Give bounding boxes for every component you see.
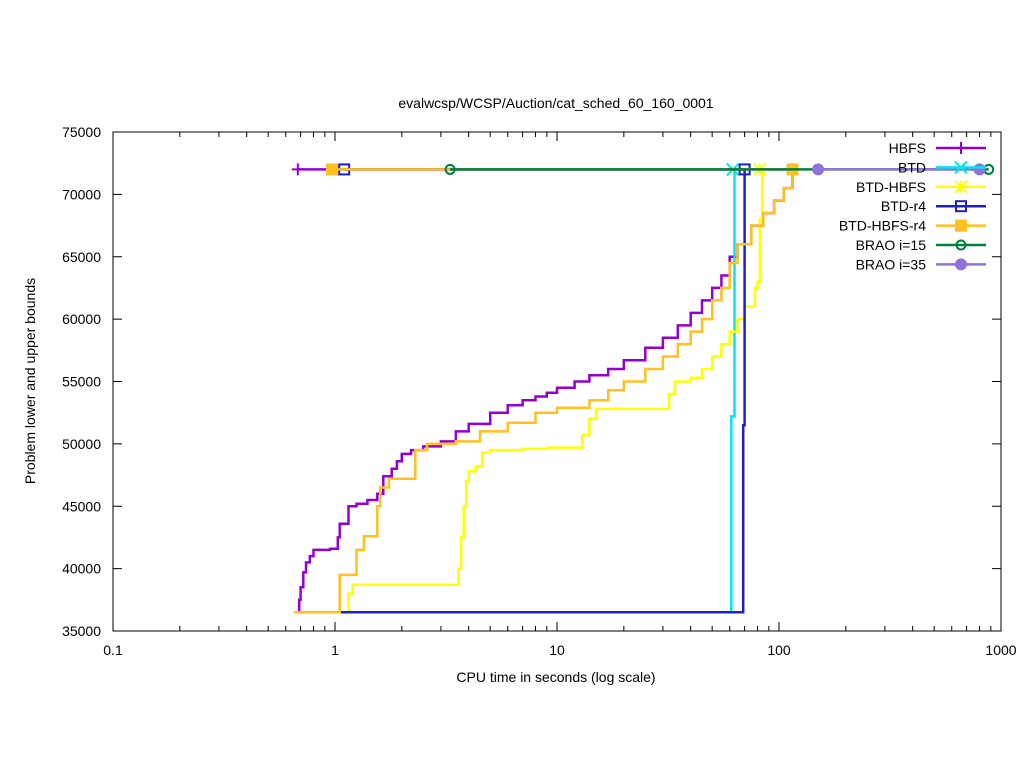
x-tick-label: 10: [549, 642, 565, 658]
legend-label-brao-i-35: BRAO i=35: [856, 256, 927, 272]
legend: HBFS BTD BTD-HBFS BTD-r4 BTD-HBFS-r4 BRAO i=1…: [839, 140, 986, 272]
x-tick-label: 100: [767, 642, 791, 658]
x-axis: 0.1 1 10 100 1000: [103, 132, 1017, 658]
data-point-brao-i-35: [812, 163, 825, 176]
x-tick-label: 1000: [985, 642, 1016, 658]
legend-label-hbfs: HBFS: [889, 140, 926, 156]
y-tick-label: 35000: [62, 623, 101, 639]
series-btd: [293, 162, 740, 614]
x-tick-label: 1: [331, 642, 339, 658]
series-line-lower-btd: [293, 169, 736, 614]
y-tick-label: 75000: [62, 124, 101, 140]
data-point-btd-hbfs-r4: [326, 163, 339, 176]
legend-marker-btd-hbfs: [954, 180, 968, 194]
legend-marker-hbfs: [955, 142, 967, 154]
legend-label-btd-hbfs-r4: BTD-HBFS-r4: [839, 218, 926, 234]
y-axis-title: Problem lower and upper bounds: [22, 278, 38, 484]
series-line-lower-btd-r4: [293, 169, 746, 614]
series-btd-r4: [293, 163, 751, 614]
y-tick-label: 65000: [62, 249, 101, 265]
legend-marker-btd-r4: [955, 200, 967, 213]
legend-marker-btd: [954, 160, 968, 175]
y-tick-label: 60000: [62, 311, 101, 327]
series-hbfs: [291, 163, 799, 614]
legend-label-btd-r4: BTD-r4: [881, 198, 926, 214]
data-point-hbfs: [291, 163, 304, 176]
legend-marker-brao-i-15: [955, 239, 967, 251]
series-group: [291, 162, 995, 614]
x-tick-label: 0.1: [103, 642, 123, 658]
legend-marker-brao-i-35: [955, 258, 967, 271]
series-line-lower-btd-hbfs: [344, 169, 764, 614]
plot-frame: [112, 131, 1002, 632]
series-btd-hbfs-r4: [293, 163, 799, 614]
data-point-brao-i-35: [973, 163, 986, 176]
y-tick-label: 40000: [62, 561, 101, 577]
series-btd-hbfs: [344, 162, 767, 614]
legend-label-brao-i-15: BRAO i=15: [856, 237, 927, 253]
chart-title: evalwcsp/WCSP/Auction/cat_sched_60_160_0…: [398, 95, 713, 111]
series-line-lower-hbfs: [297, 169, 794, 614]
legend-label-btd: BTD: [898, 159, 926, 175]
y-tick-label: 70000: [62, 186, 101, 202]
data-point-brao-i-15: [444, 163, 456, 175]
series-line-lower-btd-hbfs-r4: [293, 169, 794, 614]
legend-label-btd-hbfs: BTD-HBFS: [856, 179, 926, 195]
y-tick-label: 55000: [62, 374, 101, 390]
y-axis: 35000 40000 45000 50000 55000 60000 65000 70000…: [62, 124, 1001, 639]
y-tick-label: 50000: [62, 436, 101, 452]
legend-marker-btd-hbfs-r4: [955, 219, 967, 232]
series-brao-i-35: [812, 163, 986, 176]
y-tick-label: 45000: [62, 498, 101, 514]
x-axis-title: CPU time in seconds (log scale): [456, 669, 655, 685]
